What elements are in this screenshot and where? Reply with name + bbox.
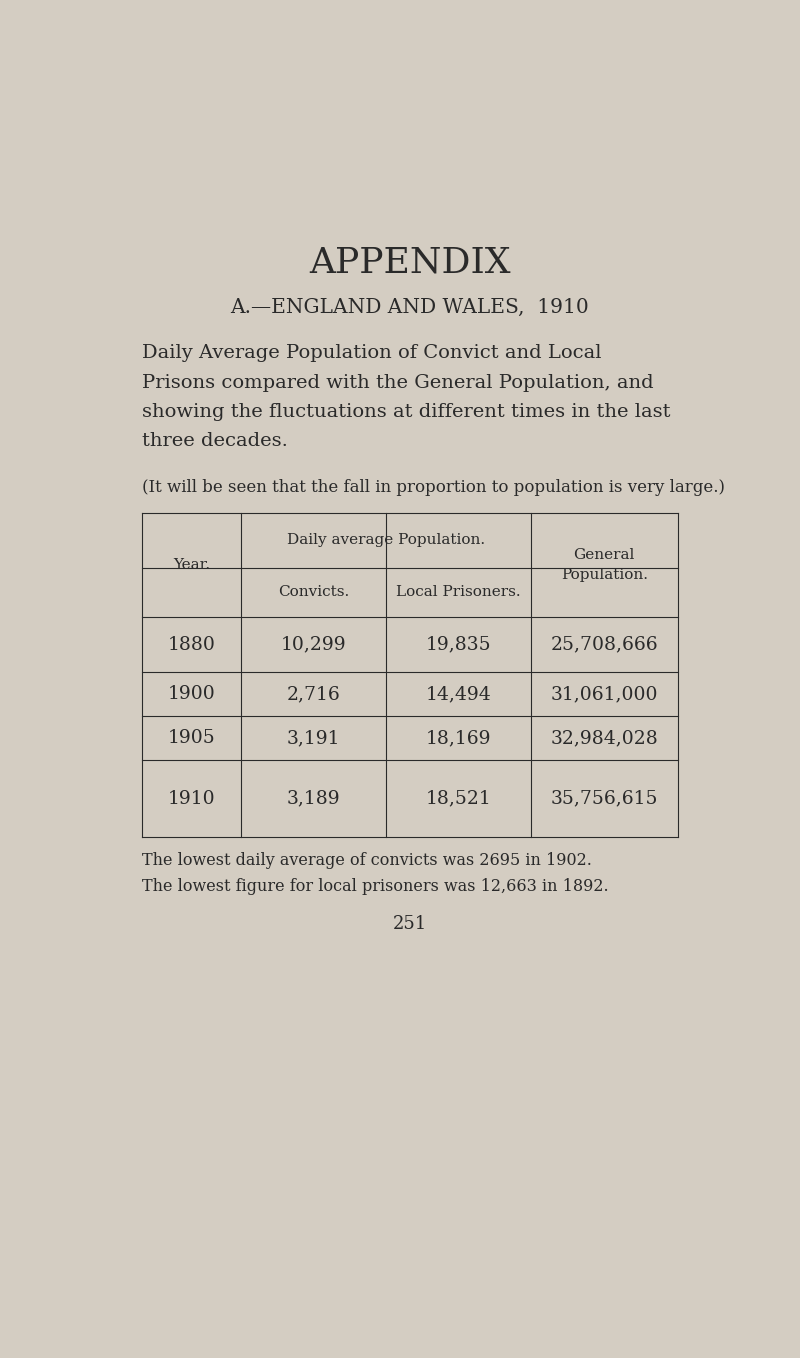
Text: 1900: 1900 [168,684,215,703]
Text: APPENDIX: APPENDIX [310,246,510,280]
Text: 25,708,666: 25,708,666 [550,636,658,653]
Text: 1910: 1910 [168,790,215,808]
Text: 10,299: 10,299 [281,636,346,653]
Text: 2,716: 2,716 [286,684,341,703]
Text: Convicts.: Convicts. [278,585,350,599]
Text: 19,835: 19,835 [426,636,491,653]
Text: Local Prisoners.: Local Prisoners. [396,585,521,599]
Text: 3,191: 3,191 [287,729,340,747]
Text: General
Population.: General Population. [561,547,648,583]
Text: 1905: 1905 [168,729,215,747]
Text: 3,189: 3,189 [286,790,340,808]
Text: The lowest daily average of convicts was 2695 in 1902.: The lowest daily average of convicts was… [142,851,592,869]
Text: showing the fluctuations at different times in the last: showing the fluctuations at different ti… [142,403,670,421]
Text: 35,756,615: 35,756,615 [550,790,658,808]
Text: 32,984,028: 32,984,028 [550,729,658,747]
Text: Daily Average Population of Convict and Local: Daily Average Population of Convict and … [142,345,602,363]
Text: The lowest figure for local prisoners was 12,663 in 1892.: The lowest figure for local prisoners wa… [142,879,609,895]
Text: A.—ENGLAND AND WALES,  1910: A.—ENGLAND AND WALES, 1910 [230,297,590,316]
Text: Year.: Year. [173,558,210,572]
Text: 31,061,000: 31,061,000 [550,684,658,703]
Text: 18,169: 18,169 [426,729,491,747]
Text: 1880: 1880 [168,636,216,653]
Text: 14,494: 14,494 [426,684,491,703]
Text: (It will be seen that the fall in proportion to population is very large.): (It will be seen that the fall in propor… [142,478,725,496]
Text: three decades.: three decades. [142,432,288,449]
Text: 18,521: 18,521 [426,790,491,808]
Text: Daily average Population.: Daily average Population. [287,534,485,547]
Text: Prisons compared with the General Population, and: Prisons compared with the General Popula… [142,373,654,391]
Text: 251: 251 [393,915,427,933]
